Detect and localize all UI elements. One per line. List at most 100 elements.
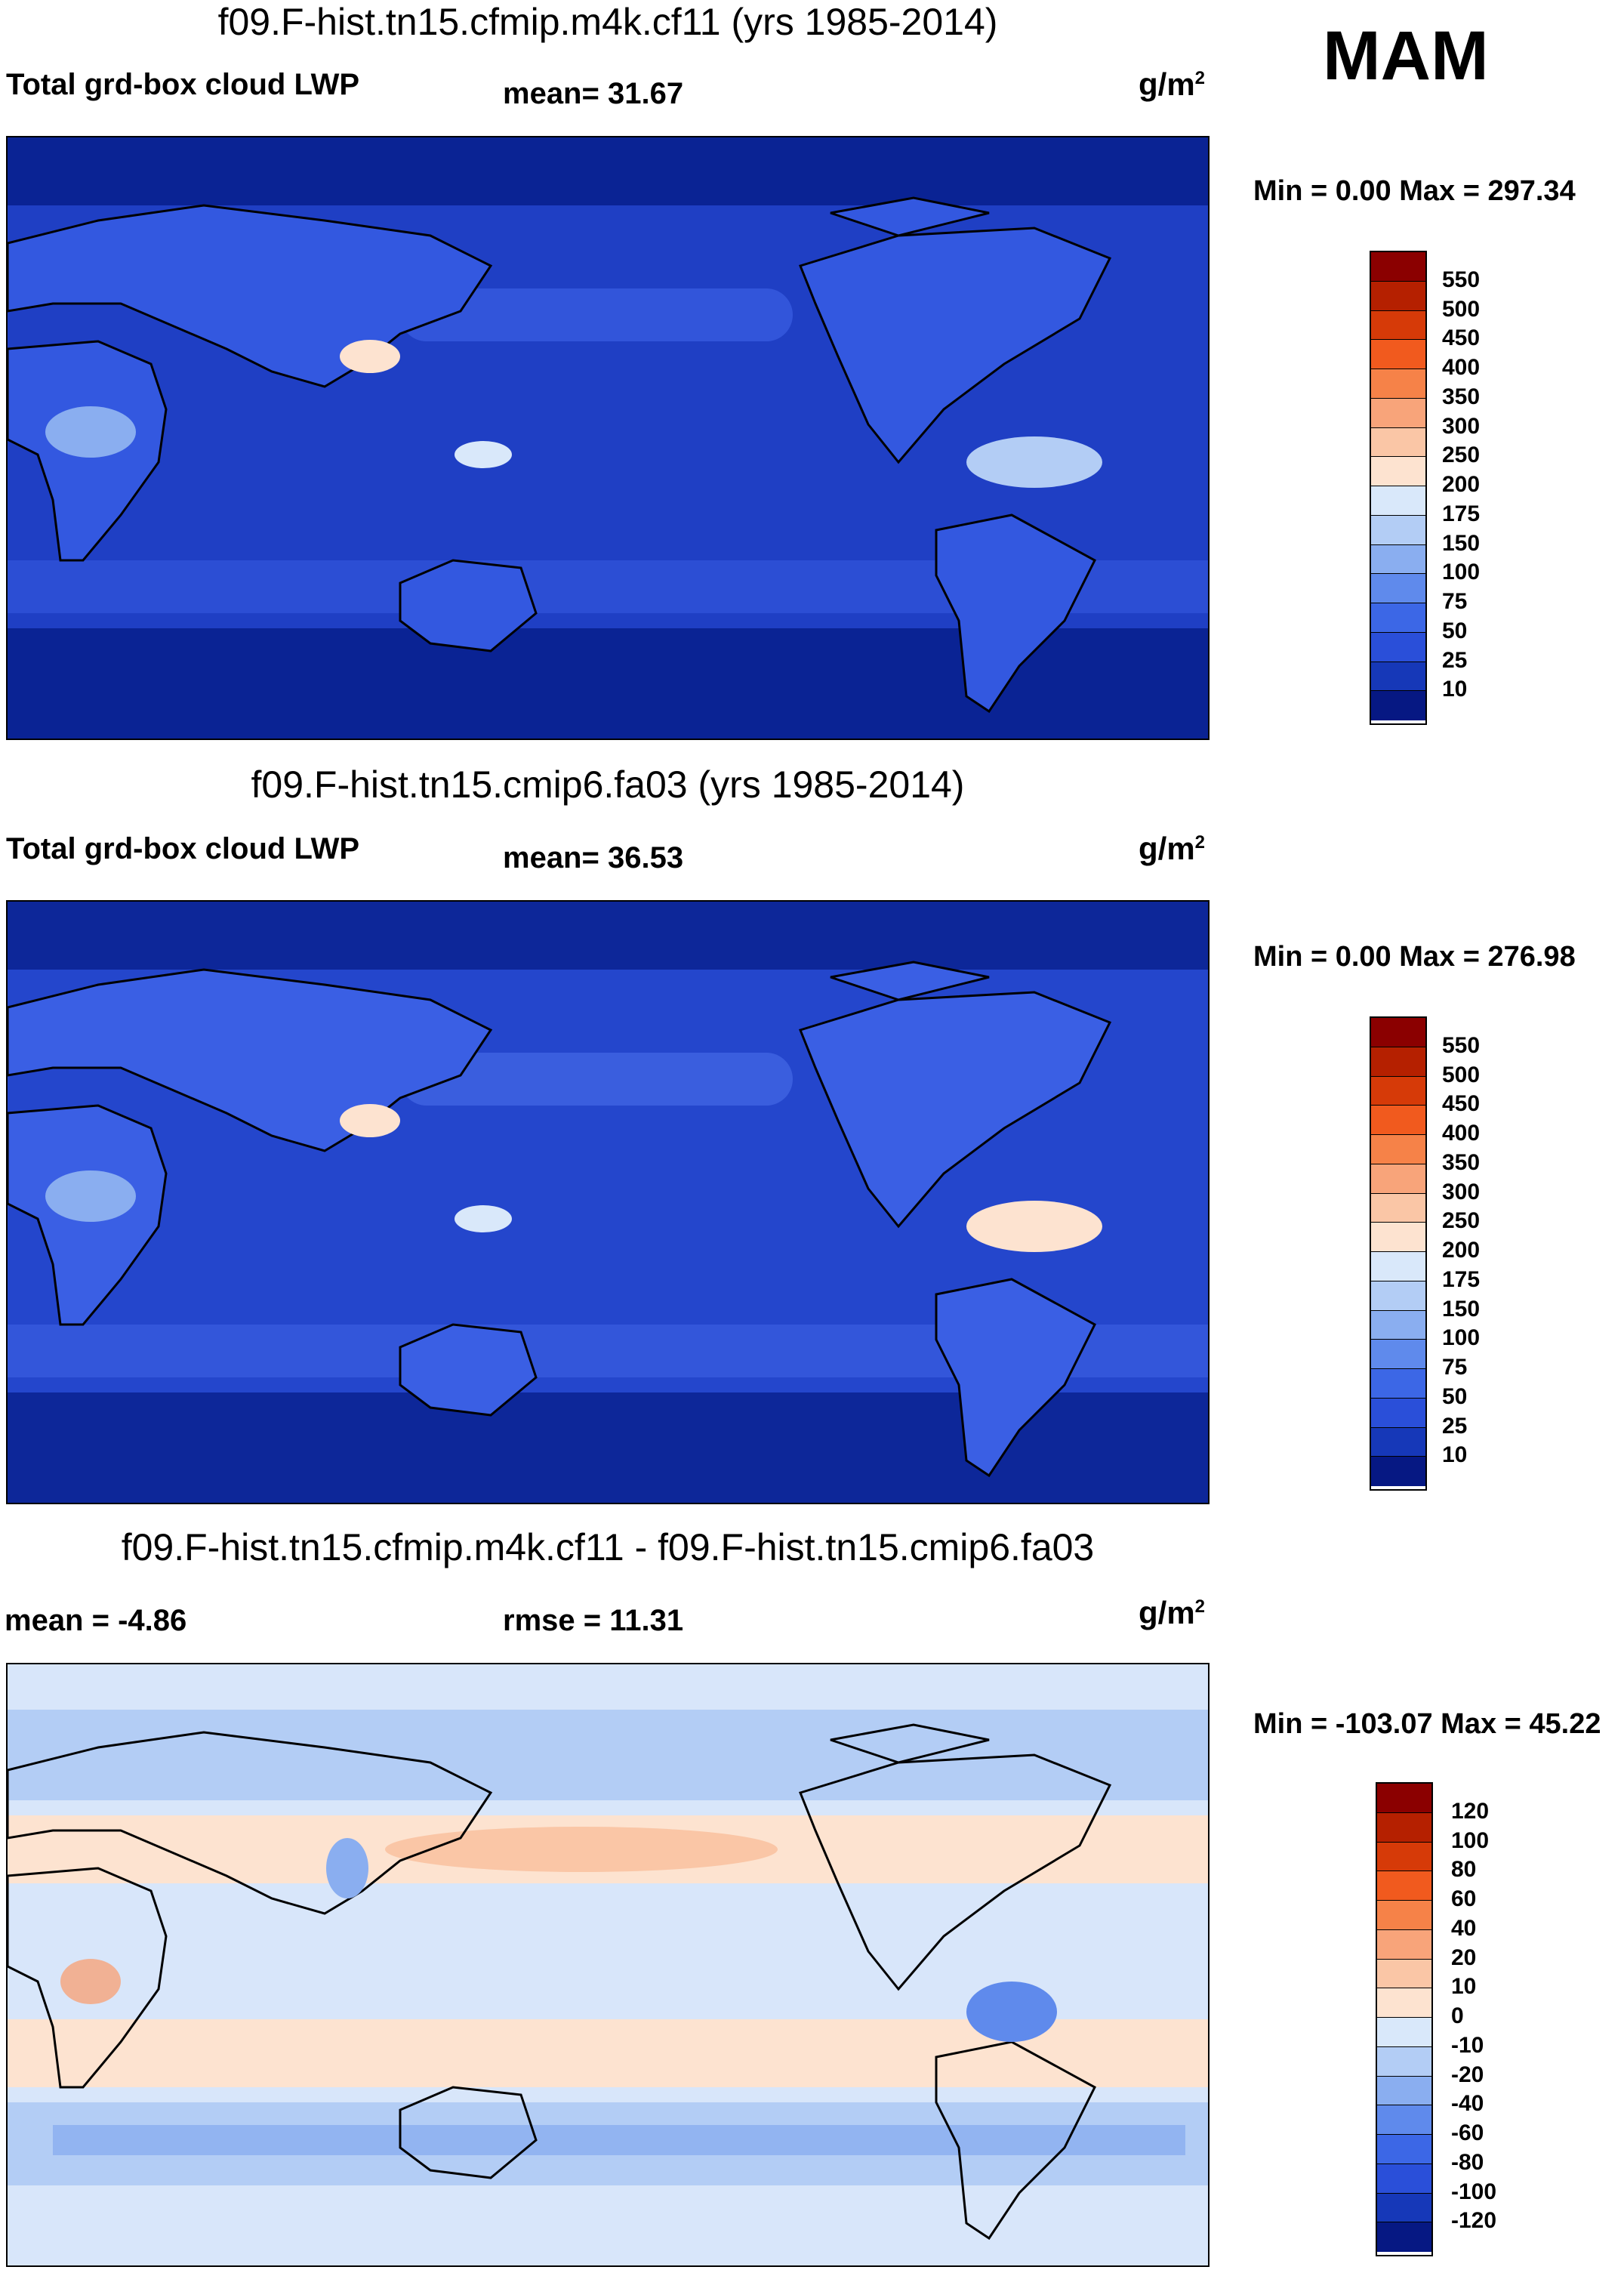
panel-1-amazon-high bbox=[966, 436, 1102, 488]
panel-1-mean-label: mean= 31.67 bbox=[503, 77, 684, 110]
panel-2-minmax: Min = 0.00 Max = 276.98 bbox=[1253, 941, 1576, 973]
panel-2-title: f09.F-hist.tn15.cmip6.fa03 (yrs 1985-201… bbox=[251, 763, 965, 806]
panel-2-amazon-high bbox=[966, 1201, 1102, 1252]
panel-3-anomaly-regions bbox=[60, 1838, 1057, 2042]
panel-3-colorbar-box bbox=[1377, 2105, 1431, 2135]
panel-1-minmax: Min = 0.00 Max = 297.34 bbox=[1253, 175, 1576, 207]
panel-2-colorbar-box bbox=[1371, 1369, 1425, 1399]
panel-1-colorbar-tick-label: 175 bbox=[1442, 501, 1481, 526]
panel-2-nh-storm-band bbox=[400, 1053, 793, 1106]
panel-1-colorbar-box bbox=[1371, 515, 1425, 545]
panel-1-colorbar-tick-label: 25 bbox=[1442, 647, 1468, 673]
panel-3-colorbar-box bbox=[1377, 1901, 1431, 1930]
panel-1-colorbar-tick-label: 75 bbox=[1442, 589, 1468, 614]
panel-2-mean-label: mean= 36.53 bbox=[503, 841, 684, 874]
panel-3-colorbar-tick-label: -40 bbox=[1451, 2091, 1484, 2117]
panel-3-colorbar-tick-label: 60 bbox=[1451, 1886, 1477, 1911]
panel-2-colorbar-box bbox=[1371, 1047, 1425, 1077]
panel-1-high-lwp-regions bbox=[45, 340, 1102, 488]
panel-2-colorbar-box bbox=[1371, 1193, 1425, 1223]
panel-3-colorbar-tick-label: -60 bbox=[1451, 2120, 1484, 2145]
panel-3-colorbar-tick-label: 20 bbox=[1451, 1945, 1477, 1970]
panel-1-variable-label: Total grd-box cloud LWP bbox=[6, 68, 360, 101]
panel-2-colorbar-tick-label: 350 bbox=[1442, 1149, 1481, 1175]
panel-2-colorbar-tick-label: 100 bbox=[1442, 1325, 1481, 1351]
panel-1-colorbar-box bbox=[1371, 632, 1425, 662]
panel-2-map bbox=[6, 900, 1210, 1504]
panel-2-colorbar-box bbox=[1371, 1223, 1425, 1252]
panel-1-colorbar-box bbox=[1371, 281, 1425, 311]
panel-1-map bbox=[6, 136, 1210, 740]
panel-1-colorbar-box bbox=[1371, 457, 1425, 486]
panel-3-continents bbox=[8, 1723, 1112, 2241]
panel-3-colorbar-tick-label: -120 bbox=[1451, 2208, 1497, 2234]
panel-1-title: f09.F-hist.tn15.cfmip.m4k.cf11 (yrs 1985… bbox=[217, 1, 998, 43]
panel-3-colorbar-tick-label: 120 bbox=[1451, 1798, 1490, 1824]
panel-1-colorbar-tick-label: 100 bbox=[1442, 560, 1481, 585]
panel-2-colorbar-box bbox=[1371, 1310, 1425, 1340]
panel-3-colorbar-ticks: 120 100 80 60 40 20 10 0 -10 -20 -40 -60 -80 -100 -120 bbox=[1451, 1782, 1542, 2256]
panel-2-colorbar-tick-label: 450 bbox=[1442, 1091, 1481, 1117]
panel-1-colorbar-tick-label: 150 bbox=[1442, 530, 1481, 556]
panel-1-colorbar-tick-label: 300 bbox=[1442, 413, 1481, 439]
panel-1-colorbar-tick-label: 400 bbox=[1442, 355, 1481, 380]
panel-2-east-asia-high bbox=[340, 1104, 400, 1137]
panel-2-high-lwp-regions bbox=[45, 1104, 1102, 1252]
panel-3-colorbar-box bbox=[1377, 2222, 1431, 2252]
panel-1-east-asia-high bbox=[340, 340, 400, 373]
panel-1-colorbar-box bbox=[1371, 310, 1425, 341]
panel-3-colorbar-box bbox=[1377, 2046, 1431, 2077]
panel-3-title: f09.F-hist.tn15.cfmip.m4k.cf11 - f09.F-h… bbox=[121, 1526, 1095, 1568]
panel-2-maritime-high bbox=[455, 1205, 512, 1232]
panel-2-variable-label: Total grd-box cloud LWP bbox=[6, 832, 360, 865]
panel-2-colorbar-ticks: 550 500 450 400 350 300 250 200 175 150 100 75 50 25 1… bbox=[1442, 1016, 1533, 1491]
panel-1-colorbar-tick-label: 450 bbox=[1442, 325, 1481, 351]
panel-3-colorbar-box bbox=[1377, 1988, 1431, 2018]
panel-2-map-svg bbox=[8, 902, 1208, 1503]
panel-2-colorbar-box bbox=[1371, 1164, 1425, 1194]
panel-2-units-label: g/m2 bbox=[1139, 831, 1206, 866]
panel-3-amazon-negative bbox=[966, 1982, 1057, 2042]
panel-1-colorbar-tick-label: 250 bbox=[1442, 443, 1481, 468]
panel-3-colorbar-box bbox=[1377, 1929, 1431, 1960]
panel-1-colorbar-box bbox=[1371, 252, 1425, 282]
panel-1-colorbar-box bbox=[1371, 427, 1425, 458]
panel-3-colorbar-tick-label: -10 bbox=[1451, 2032, 1484, 2058]
panel-3-rmse-label: rmse = 11.31 bbox=[503, 1604, 684, 1637]
panel-3-colorbar-box bbox=[1377, 2164, 1431, 2194]
panel-1-maritime-high bbox=[455, 441, 512, 468]
panel-3-africa-positive bbox=[60, 1959, 121, 2004]
panel-3-nh-negative-band bbox=[8, 1710, 1208, 1800]
panel-3-colorbar-tick-label: 10 bbox=[1451, 1974, 1477, 2000]
panel-2-arctic-band bbox=[8, 902, 1208, 970]
panel-2-colorbar-tick-label: 25 bbox=[1442, 1413, 1468, 1439]
panel-2-colorbar-box bbox=[1371, 1427, 1425, 1457]
panel-3-colorbar-tick-label: 100 bbox=[1451, 1827, 1490, 1853]
panel-2-colorbar-box bbox=[1371, 1106, 1425, 1135]
panel-1-colorbar-tick-label: 200 bbox=[1442, 472, 1481, 497]
panel-1-colorbar-box bbox=[1371, 662, 1425, 692]
panel-2-colorbar-tick-label: 200 bbox=[1442, 1238, 1481, 1263]
panel-3-map-svg bbox=[8, 1664, 1208, 2265]
panel-1-colorbar-tick-label: 500 bbox=[1442, 296, 1481, 322]
panel-2-colorbar-box bbox=[1371, 1457, 1425, 1486]
panel-2-colorbar-tick-label: 150 bbox=[1442, 1296, 1481, 1322]
panel-1-colorbar-box bbox=[1371, 369, 1425, 399]
panel-3-colorbar-box bbox=[1377, 2193, 1431, 2223]
panel-3-mean-label: mean = -4.86 bbox=[5, 1604, 187, 1637]
panel-3-colorbar bbox=[1376, 1782, 1433, 2256]
panel-2-colorbar-tick-label: 175 bbox=[1442, 1266, 1481, 1292]
panel-1-map-svg bbox=[8, 137, 1208, 739]
panel-2-colorbar-tick-label: 75 bbox=[1442, 1355, 1468, 1380]
panel-2-colorbar-tick-label: 250 bbox=[1442, 1208, 1481, 1234]
panel-3-minmax: Min = -103.07 Max = 45.22 bbox=[1253, 1708, 1601, 1740]
panel-3-colorbar-box bbox=[1377, 2135, 1431, 2164]
panel-1-colorbar-box bbox=[1371, 486, 1425, 516]
panel-3-colorbar-box bbox=[1377, 1842, 1431, 1872]
panel-2-colorbar-box bbox=[1371, 1018, 1425, 1047]
panel-1-colorbar-tick-label: 50 bbox=[1442, 618, 1468, 643]
panel-1-colorbar bbox=[1370, 251, 1427, 725]
panel-3-colorbar-box bbox=[1377, 1812, 1431, 1843]
panel-3-npac-positive bbox=[385, 1827, 778, 1872]
panel-2-colorbar-box bbox=[1371, 1076, 1425, 1106]
